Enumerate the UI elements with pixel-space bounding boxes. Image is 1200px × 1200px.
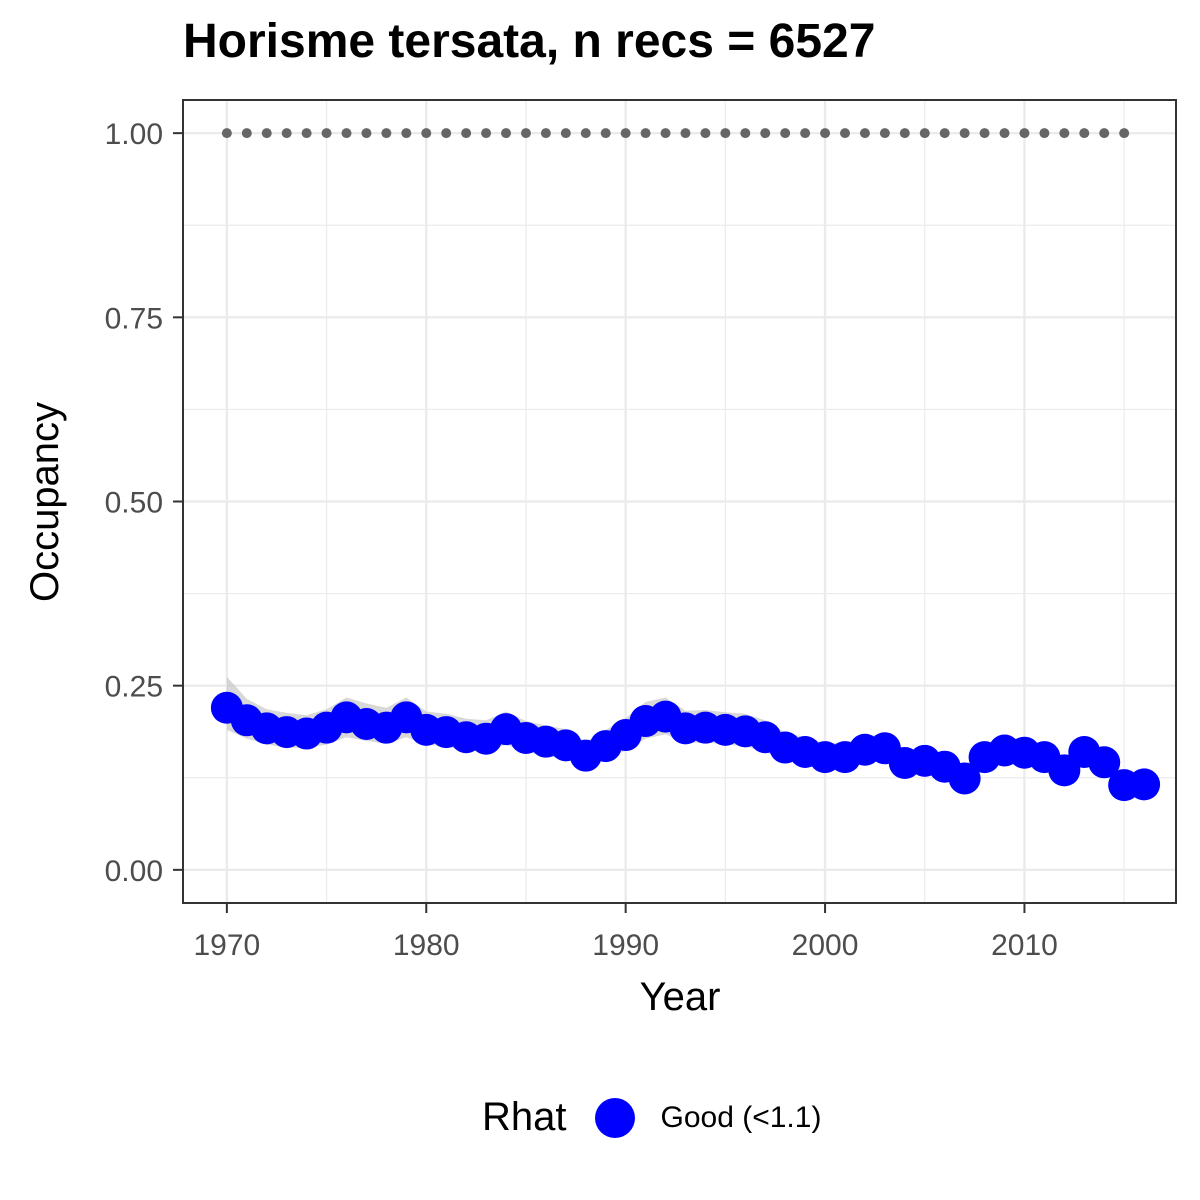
reference-point	[680, 128, 691, 139]
y-tick-label: 0.50	[105, 487, 163, 520]
reference-point	[1039, 128, 1050, 139]
occupancy-points	[210, 691, 1161, 802]
reference-point	[760, 128, 771, 139]
reference-point	[840, 128, 850, 139]
occupancy-point	[1128, 768, 1161, 801]
reference-point	[1099, 128, 1110, 139]
x-tick-label: 2000	[792, 929, 859, 962]
legend-title: Rhat	[482, 1095, 567, 1139]
x-tick-label: 1970	[193, 929, 260, 962]
y-tick-label: 0.00	[105, 855, 163, 888]
reference-point	[600, 128, 611, 139]
y-tick-label: 1.00	[105, 118, 163, 151]
x-tick-label: 1990	[592, 929, 659, 962]
legend-key-circle	[594, 1097, 635, 1138]
reference-point	[1119, 128, 1130, 139]
grid-lines	[183, 100, 1176, 903]
reference-point	[560, 128, 571, 139]
x-axis-title: Year	[640, 975, 721, 1019]
axes: 1970 1980 1990 2000 2010 0.00 0.25 0.50 0.75 1.00	[105, 118, 1058, 962]
reference-point	[780, 128, 791, 139]
reference-point	[720, 128, 731, 139]
reference-point	[999, 128, 1010, 139]
occupancy-point	[1088, 746, 1121, 779]
reference-point	[820, 128, 831, 139]
reference-point	[261, 128, 272, 139]
reference-point	[221, 128, 232, 139]
legend-label: Good (<1.1)	[660, 1100, 822, 1134]
reference-point	[361, 128, 372, 139]
reference-point	[879, 128, 890, 139]
reference-point	[341, 128, 352, 139]
reference-point	[800, 128, 811, 139]
reference-point	[501, 128, 512, 139]
reference-point	[421, 128, 432, 139]
x-tick-label: 2010	[991, 929, 1058, 962]
reference-point	[461, 128, 472, 139]
reference-point	[700, 128, 711, 139]
reference-point	[580, 128, 591, 139]
reference-point	[381, 128, 392, 139]
reference-point	[740, 128, 751, 139]
reference-points	[221, 128, 1130, 139]
reference-point	[540, 128, 551, 139]
reference-point	[401, 128, 412, 139]
occupancy-point	[948, 762, 981, 795]
chart-title: Horisme tersata, n recs = 6527	[183, 15, 876, 68]
y-tick-label: 0.25	[105, 671, 163, 704]
reference-point	[281, 128, 292, 139]
reference-point	[481, 128, 492, 139]
y-tick-label: 0.75	[105, 302, 163, 335]
reference-point	[640, 128, 651, 139]
reference-point	[241, 128, 252, 139]
reference-point	[660, 128, 671, 139]
reference-point	[1019, 128, 1030, 139]
reference-point	[1059, 128, 1070, 139]
reference-point	[859, 128, 870, 139]
reference-point	[939, 128, 950, 139]
y-axis-title: Occupancy	[23, 402, 67, 602]
x-tick-label: 1980	[393, 929, 460, 962]
reference-point	[441, 128, 452, 139]
reference-point	[620, 128, 631, 139]
reference-point	[321, 128, 332, 139]
reference-point	[520, 128, 531, 139]
reference-point	[919, 128, 930, 139]
reference-point	[301, 128, 312, 139]
reference-point	[979, 128, 990, 139]
legend: Rhat Good (<1.1)	[482, 1095, 821, 1140]
reference-point	[1079, 128, 1090, 139]
reference-point	[899, 128, 910, 139]
reference-point	[959, 128, 970, 139]
